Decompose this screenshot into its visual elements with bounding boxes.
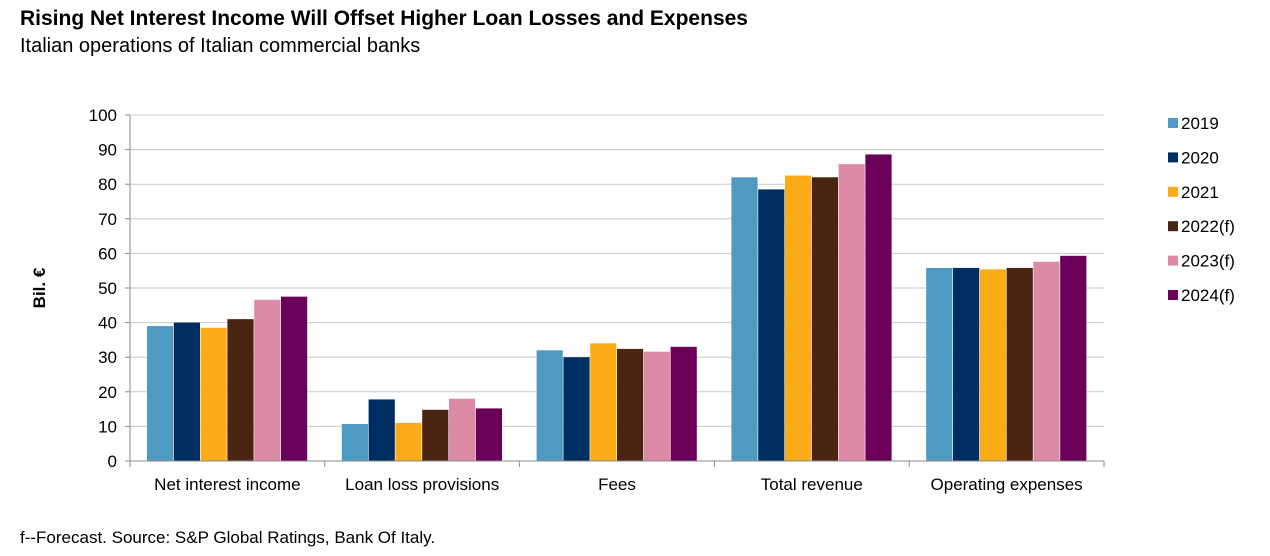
y-tick-labels: 0 10 20 30 40 50 60 70 80 90 100	[89, 106, 117, 471]
bar	[979, 269, 1006, 461]
legend-swatch	[1168, 152, 1178, 163]
chart-subtitle: Italian operations of Italian commercial…	[20, 35, 421, 57]
bar	[670, 346, 697, 461]
bar	[254, 299, 281, 461]
bar	[953, 267, 980, 461]
bar	[838, 164, 865, 461]
bar	[368, 399, 395, 461]
x-tick-label: Operating expenses	[931, 475, 1083, 494]
y-tick-label: 70	[98, 210, 117, 229]
bar	[341, 423, 368, 461]
legend-label: 2021	[1181, 183, 1219, 202]
bar	[758, 189, 785, 461]
y-tick-label: 10	[98, 417, 117, 436]
bars	[147, 154, 1087, 462]
y-tick-label: 30	[98, 348, 117, 367]
bar	[926, 267, 953, 461]
bar	[1060, 255, 1087, 461]
bar	[590, 343, 617, 461]
y-tick-label: 50	[98, 279, 117, 298]
chart-title: Rising Net Interest Income Will Offset H…	[20, 7, 748, 30]
x-tick-label: Total revenue	[761, 475, 863, 494]
bar	[281, 296, 308, 461]
bar	[643, 351, 670, 461]
x-tick-labels: Net interest income Loan loss provisions F…	[154, 475, 1083, 494]
legend-swatch	[1168, 186, 1178, 197]
bar	[563, 357, 590, 461]
y-axis-title: Bil. €	[30, 267, 49, 308]
bar	[785, 175, 812, 462]
bar	[147, 326, 174, 461]
y-tick-label: 60	[98, 244, 117, 263]
bar	[422, 409, 449, 461]
axes	[129, 115, 1105, 467]
legend-swatch	[1168, 118, 1178, 128]
y-tick-label: 40	[98, 314, 117, 333]
bar	[617, 348, 644, 461]
bar	[536, 350, 563, 461]
bar	[173, 322, 200, 461]
legend-label: 2022(f)	[1181, 217, 1235, 236]
bar	[1006, 267, 1033, 461]
bar	[395, 422, 422, 461]
bar	[200, 327, 227, 461]
bar	[811, 177, 838, 461]
legend-label: 2019	[1181, 114, 1219, 133]
legend-label: 2024(f)	[1181, 286, 1235, 305]
legend-swatch	[1168, 221, 1178, 232]
legend-swatch	[1168, 290, 1178, 300]
y-tick-label: 90	[98, 141, 117, 160]
y-tick-label: 80	[98, 175, 117, 194]
legend: 2019 2020 2021 2022(f) 2023(f) 2024(f)	[1168, 114, 1235, 305]
y-tick-label: 100	[89, 106, 117, 125]
legend-label: 2023(f)	[1181, 252, 1235, 271]
bar	[449, 398, 476, 461]
bar	[475, 408, 502, 461]
bar	[227, 319, 254, 461]
y-tick-label: 0	[108, 452, 117, 471]
x-tick-label: Fees	[598, 475, 636, 494]
legend-swatch	[1168, 255, 1178, 266]
bar	[1033, 261, 1060, 461]
bar	[731, 177, 758, 461]
x-tick-label: Loan loss provisions	[345, 475, 499, 494]
footnote: f--Forecast. Source: S&P Global Ratings,…	[20, 528, 436, 547]
bar	[865, 154, 892, 461]
legend-label: 2020	[1181, 148, 1219, 167]
x-tick-label: Net interest income	[154, 475, 300, 494]
y-tick-label: 20	[98, 383, 117, 402]
